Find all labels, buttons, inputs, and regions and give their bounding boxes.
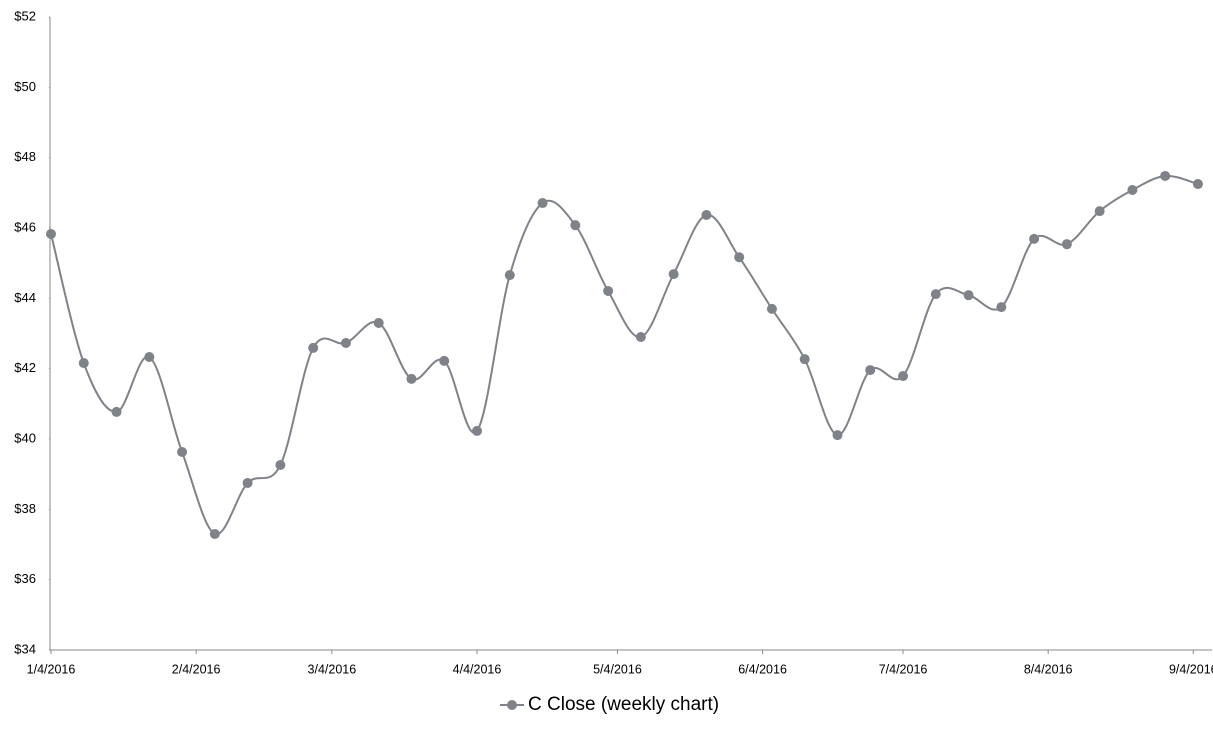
y-tick-label: $38 (14, 501, 36, 516)
data-point (340, 337, 351, 348)
data-point (308, 342, 319, 353)
data-point (865, 365, 876, 376)
x-tick-label: 2/4/2016 (172, 662, 221, 676)
data-point (537, 198, 548, 209)
data-point (242, 477, 253, 488)
y-tick-label: $34 (14, 641, 36, 656)
data-point (635, 332, 646, 343)
data-point (603, 285, 614, 296)
x-tick-label: 9/4/2016 (1169, 662, 1213, 676)
data-point (734, 252, 745, 263)
y-tick-label: $46 (14, 219, 36, 234)
data-point (1094, 206, 1105, 217)
legend-marker (507, 700, 517, 710)
data-point (472, 425, 483, 436)
data-point (144, 352, 155, 363)
y-tick-label: $42 (14, 360, 36, 375)
data-point (570, 220, 581, 231)
data-point (701, 209, 712, 220)
y-tick-label: $50 (14, 79, 36, 94)
y-tick-label: $36 (14, 571, 36, 586)
data-point (177, 447, 188, 458)
data-point (111, 406, 122, 417)
data-point (373, 317, 384, 328)
y-tick-label: $48 (14, 149, 36, 164)
x-tick-label: 6/4/2016 (738, 662, 787, 676)
y-tick-label: $44 (14, 290, 36, 305)
data-point (930, 289, 941, 300)
data-point (209, 528, 220, 539)
data-point (439, 355, 450, 366)
x-tick-label: 5/4/2016 (593, 662, 642, 676)
data-point (832, 430, 843, 441)
data-point (963, 290, 974, 301)
x-tick-label: 4/4/2016 (453, 662, 502, 676)
data-point (275, 460, 286, 471)
data-point (668, 269, 679, 280)
data-point (1192, 179, 1203, 190)
data-point (504, 270, 515, 281)
x-tick-label: 3/4/2016 (308, 662, 357, 676)
data-point (1127, 185, 1138, 196)
data-point (766, 303, 777, 314)
data-point (996, 302, 1007, 313)
legend-label: C Close (weekly chart) (528, 694, 719, 715)
data-point (406, 373, 417, 384)
x-tick-label: 7/4/2016 (879, 662, 928, 676)
data-point (78, 358, 89, 369)
x-tick-label: 1/4/2016 (27, 662, 76, 676)
data-point (1160, 170, 1171, 181)
data-point (1029, 233, 1040, 244)
data-point (1061, 239, 1072, 250)
data-point (799, 354, 810, 365)
y-tick-label: $40 (14, 430, 36, 445)
x-tick-label: 8/4/2016 (1024, 662, 1073, 676)
data-point (46, 228, 56, 239)
series-line (50, 174, 1199, 535)
y-tick-label: $52 (14, 8, 36, 23)
data-point (898, 371, 909, 382)
